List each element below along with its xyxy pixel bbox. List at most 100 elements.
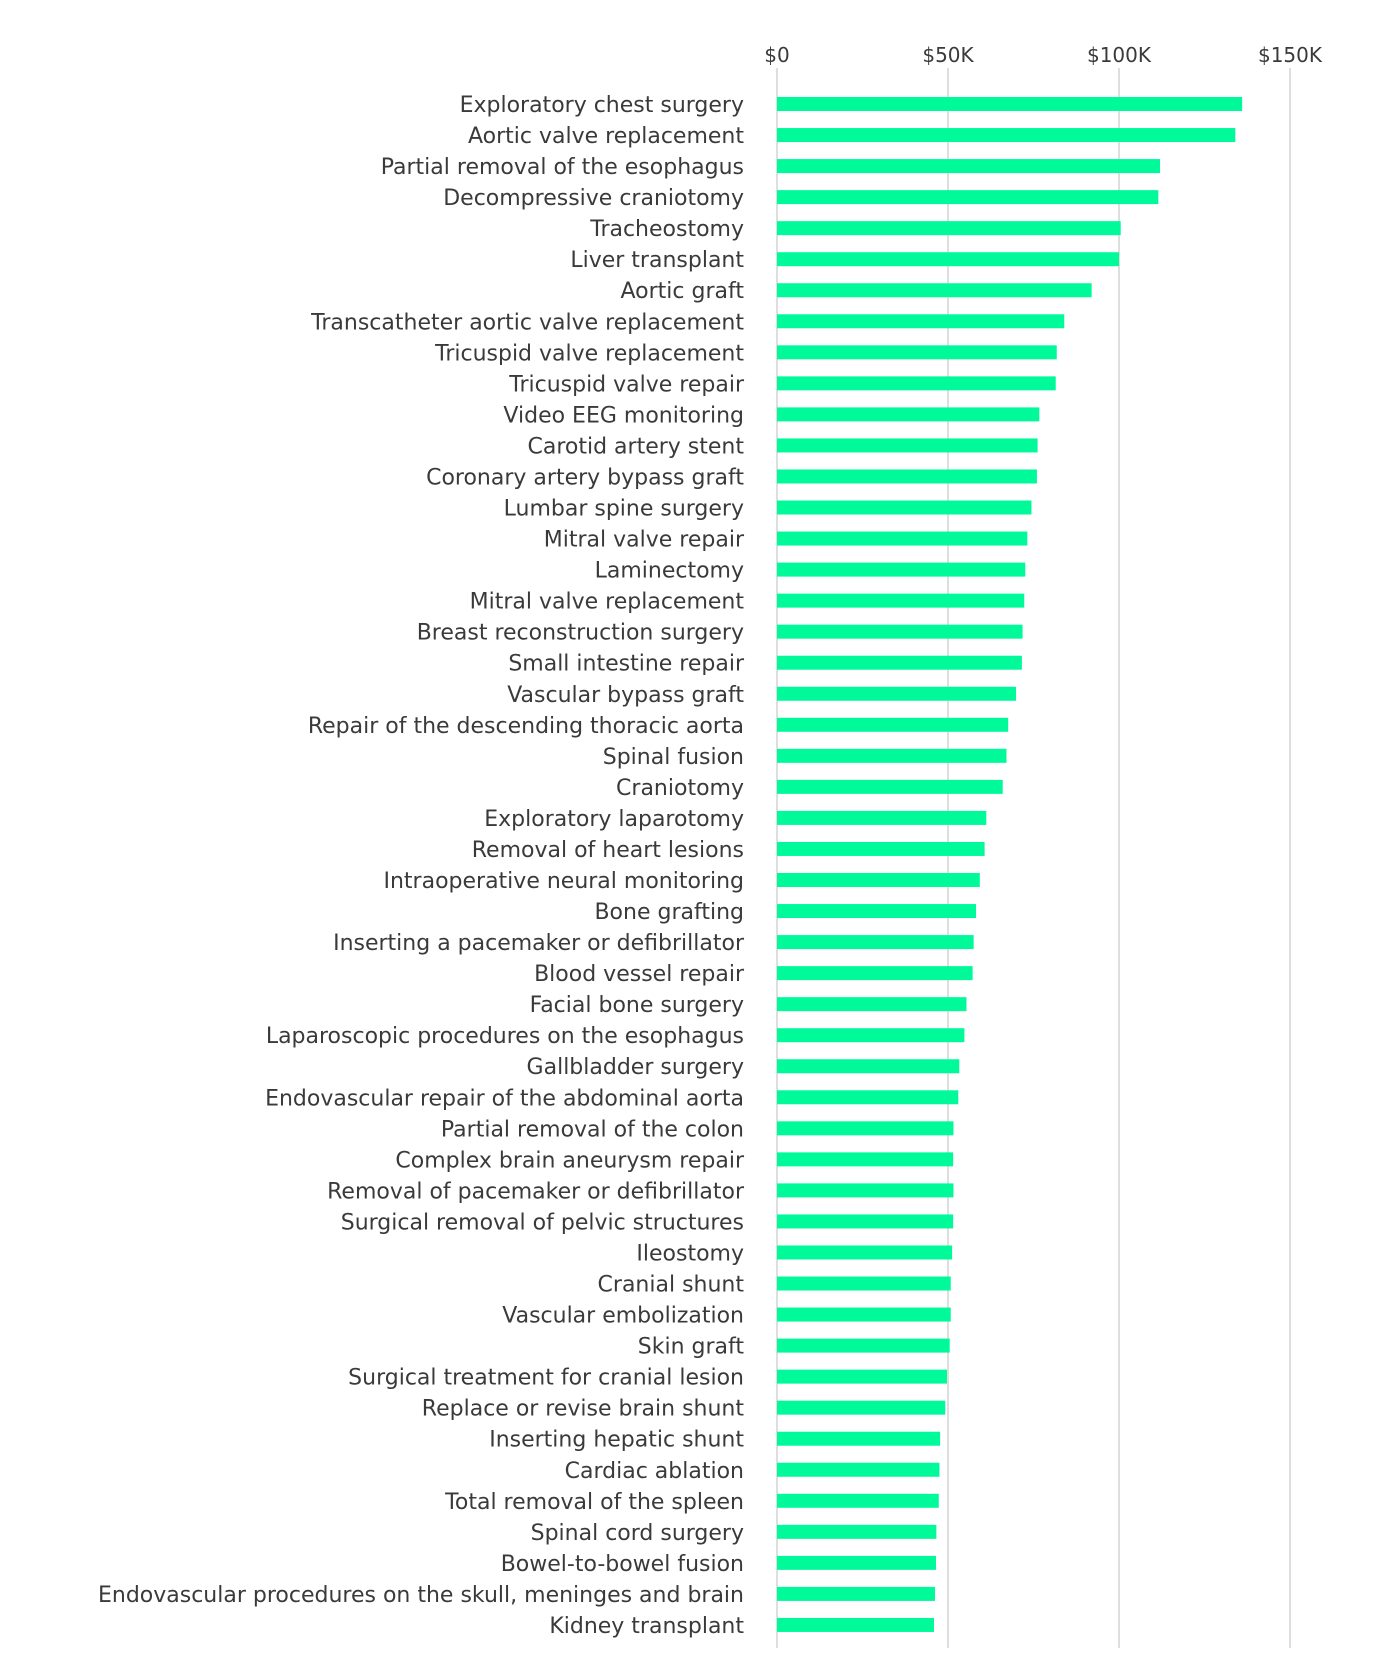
- category-label: Inserting hepatic shunt: [489, 1428, 744, 1453]
- bar: [777, 1152, 954, 1167]
- bar: [777, 438, 1038, 453]
- bar: [777, 1462, 940, 1477]
- bar: [777, 1369, 947, 1384]
- category-label: Partial removal of the colon: [441, 1117, 744, 1142]
- bar: [777, 500, 1032, 515]
- category-label: Decompressive craniotomy: [443, 186, 744, 211]
- bar: [777, 748, 1007, 763]
- category-label: Kidney transplant: [549, 1614, 744, 1639]
- category-label: Complex brain aneurysm repair: [395, 1148, 745, 1173]
- x-tick-label: $0: [764, 43, 789, 67]
- category-label: Ileostomy: [636, 1241, 744, 1266]
- category-label: Aortic valve replacement: [468, 124, 744, 149]
- bar: [777, 190, 1159, 205]
- bar: [777, 314, 1065, 329]
- bar: [777, 655, 1022, 670]
- category-label: Facial bone surgery: [530, 993, 744, 1018]
- category-label: Bowel-to-bowel fusion: [501, 1552, 744, 1577]
- category-label: Tracheostomy: [589, 217, 744, 242]
- category-label: Blood vessel repair: [534, 962, 745, 987]
- bar: [777, 966, 973, 981]
- bar: [777, 562, 1026, 577]
- gridlines: [776, 68, 1291, 1648]
- bar: [777, 904, 977, 919]
- category-labels: Exploratory chest surgery Aortic valve re…: [98, 93, 745, 1639]
- category-label: Lumbar spine surgery: [504, 497, 744, 522]
- category-label: Mitral valve repair: [544, 528, 745, 553]
- bar: [777, 1555, 937, 1570]
- bar: [777, 407, 1040, 422]
- bar: [777, 1276, 951, 1291]
- category-label: Bone grafting: [594, 900, 744, 925]
- bar: [777, 159, 1161, 174]
- bar: [777, 1183, 954, 1198]
- bar: [777, 873, 980, 887]
- x-tick-label: $100K: [1087, 43, 1152, 67]
- category-label: Partial removal of the esophagus: [381, 155, 744, 180]
- category-label: Tricuspid valve replacement: [434, 341, 744, 366]
- bar: [777, 593, 1025, 608]
- category-label: Skin graft: [638, 1335, 745, 1360]
- bar: [777, 935, 974, 950]
- bar: [777, 1028, 965, 1043]
- bar: [777, 1121, 954, 1136]
- bar: [777, 345, 1057, 360]
- category-label: Tricuspid valve repair: [508, 372, 745, 397]
- category-label: Total removal of the spleen: [444, 1490, 744, 1515]
- bar: [777, 1586, 936, 1601]
- x-tick-label: $150K: [1258, 43, 1323, 67]
- bar: [777, 531, 1028, 546]
- category-label: Transcatheter aortic valve replacement: [310, 310, 744, 335]
- bar: [777, 1524, 937, 1539]
- category-label: Aortic graft: [621, 279, 745, 304]
- bars: [777, 97, 1243, 1632]
- category-label: Removal of heart lesions: [472, 838, 744, 863]
- category-label: Endovascular procedures on the skull, me…: [98, 1583, 744, 1608]
- bar: [777, 283, 1092, 298]
- bar: [777, 97, 1243, 111]
- category-label: Cardiac ablation: [565, 1459, 744, 1484]
- category-label: Carotid artery stent: [528, 434, 745, 459]
- bar: [777, 1617, 934, 1632]
- bar: [777, 810, 987, 825]
- x-tick-label: $50K: [922, 43, 974, 67]
- category-label: Craniotomy: [616, 776, 744, 801]
- category-label: Laminectomy: [595, 559, 744, 584]
- bar: [777, 1493, 939, 1508]
- category-label: Vascular bypass graft: [507, 683, 744, 708]
- category-label: Exploratory chest surgery: [460, 93, 744, 118]
- category-label: Inserting a pacemaker or defibrillator: [333, 931, 745, 956]
- x-axis-ticks: $0 $50K $100K $150K: [764, 43, 1323, 67]
- category-label: Laparoscopic procedures on the esophagus: [266, 1024, 744, 1049]
- bar: [777, 221, 1121, 236]
- bar: [777, 1090, 959, 1105]
- category-label: Video EEG monitoring: [503, 403, 744, 428]
- category-label: Breast reconstruction surgery: [417, 621, 744, 646]
- bar: [777, 624, 1023, 639]
- bar: [777, 1245, 953, 1260]
- bar: [777, 997, 967, 1012]
- bar: [777, 717, 1009, 732]
- bar: [777, 252, 1119, 267]
- category-label: Spinal cord surgery: [531, 1521, 744, 1546]
- bar: [777, 1059, 960, 1074]
- category-label: Coronary artery bypass graft: [426, 465, 744, 490]
- bar: [777, 841, 985, 856]
- bar: [777, 469, 1037, 484]
- category-label: Endovascular repair of the abdominal aor…: [265, 1086, 744, 1111]
- category-label: Surgical removal of pelvic structures: [341, 1210, 744, 1235]
- category-label: Repair of the descending thoracic aorta: [308, 714, 744, 739]
- bar: [777, 1338, 950, 1353]
- category-label: Gallbladder surgery: [527, 1055, 744, 1080]
- category-label: Replace or revise brain shunt: [422, 1397, 745, 1422]
- category-label: Mitral valve replacement: [470, 590, 745, 615]
- bar: [777, 376, 1056, 391]
- category-label: Exploratory laparotomy: [484, 807, 744, 832]
- category-label: Liver transplant: [570, 248, 744, 273]
- category-label: Intraoperative neural monitoring: [383, 869, 744, 894]
- bar: [777, 128, 1236, 143]
- bar: [777, 1400, 946, 1415]
- bar: [777, 1307, 951, 1322]
- bar: [777, 1214, 954, 1229]
